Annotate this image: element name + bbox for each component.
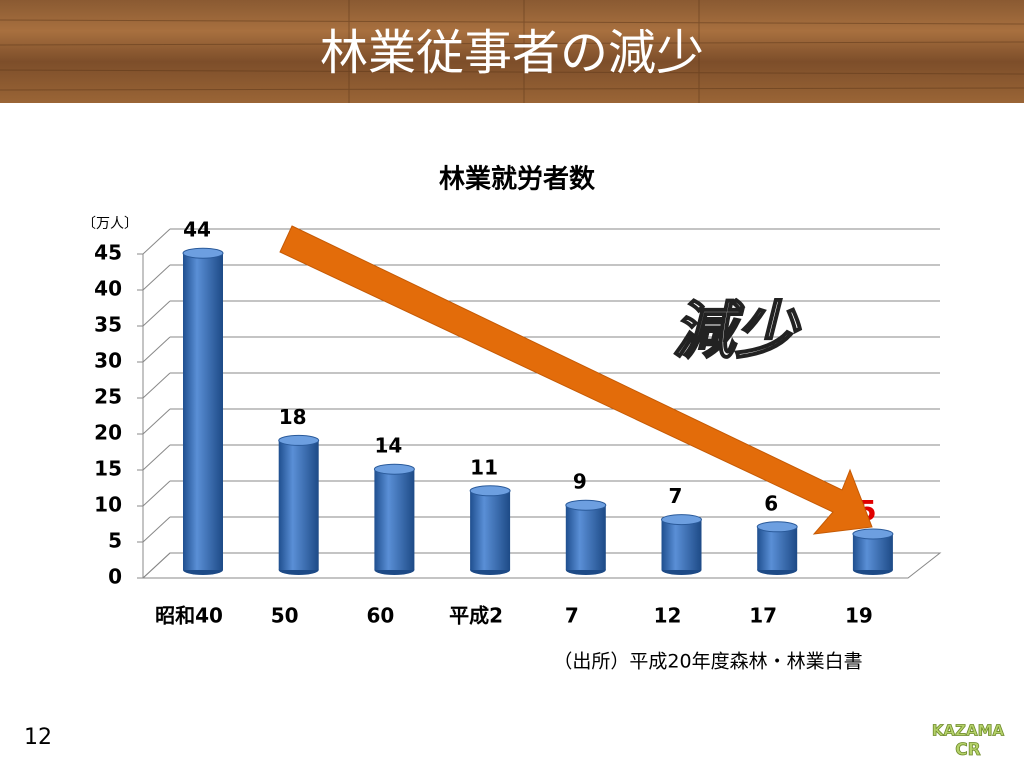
bar-top [373,463,415,475]
grid-line-side [142,552,171,579]
bar [565,505,606,570]
grid-line-side [142,300,171,327]
bar-top [565,499,607,511]
grid [137,228,940,579]
value-label: 44 [183,218,211,242]
source: （出所）平成20年度森林・林業白書 [553,651,862,673]
grid-line-side [142,480,171,507]
y-tick-label: 20 [94,421,122,445]
bar-top [469,485,511,497]
value-label: 9 [573,470,587,494]
x-tick-label: 7 [565,604,579,628]
grid-line-side [142,264,171,291]
bar-top [182,247,224,259]
bar [757,526,798,570]
floor [141,552,942,579]
x-tick-label: 平成2 [449,604,503,628]
value-label: 11 [470,455,498,479]
bar-top [756,521,798,533]
y-tick-label: 0 [108,565,122,589]
value-label: 18 [279,405,307,429]
y-tick-label: 40 [94,277,122,301]
bar [278,440,319,570]
trend-arrow [279,225,873,535]
page-number: 12 [24,725,52,750]
y-tick-label: 35 [94,313,122,337]
grid-line-side [142,444,171,471]
page-title: 林業従事者の減少 [320,25,704,81]
y-tick-label: 25 [94,385,122,409]
bar [661,519,702,570]
chart-title: 林業就労者数 [439,165,596,195]
grid-line-side [142,408,171,435]
y-tick-label: 45 [94,241,122,265]
grid-line-side [142,336,171,363]
y-tick-label: 30 [94,349,122,373]
x-tick-label: 60 [366,604,394,628]
logo-line: CR [955,740,981,760]
y-tick-label: 15 [94,457,122,481]
y-tick-label: 5 [108,529,122,553]
bar-top [852,528,894,540]
x-tick-label: 昭和40 [155,604,223,628]
y-unit: 〔万人〕 [82,216,138,232]
title-bar [0,0,1024,103]
value-label: 7 [669,484,683,508]
grid-line-side [142,372,171,399]
y-tick-label: 10 [94,493,122,517]
bar [183,253,223,570]
bar [852,534,893,570]
logo-line: KAZAMA [932,722,1005,740]
value-label: 6 [764,491,778,515]
value-label: 14 [374,434,402,458]
x-tick-label: 50 [271,604,299,628]
wood-grain [0,0,1024,103]
x-tick-label: 17 [749,604,777,628]
annotation: 減少 [673,294,802,367]
bar [470,490,511,570]
bar-top [278,434,320,446]
grid-line-side [142,228,171,255]
x-tick-label: 19 [845,604,873,628]
grid-line-side [142,516,171,543]
x-tick-label: 12 [654,604,682,628]
bar [374,469,415,570]
bar-top [661,514,702,526]
